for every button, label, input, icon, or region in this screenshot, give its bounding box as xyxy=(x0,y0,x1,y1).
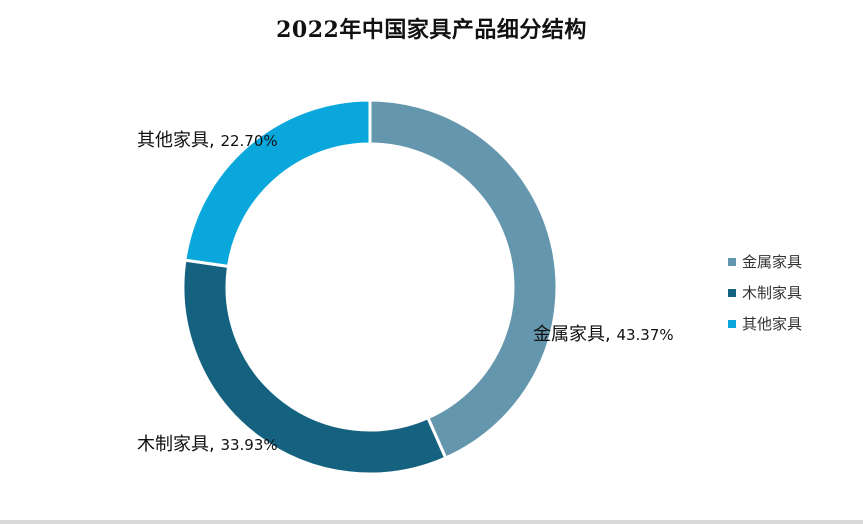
legend-swatch xyxy=(728,319,736,328)
legend-item: 木制家具 xyxy=(728,277,802,308)
data-label: 木制家具, 33.93% xyxy=(137,434,278,455)
legend-item: 其他家具 xyxy=(728,308,802,339)
legend-label: 其他家具 xyxy=(742,315,803,333)
bottom-border xyxy=(0,520,863,524)
legend-label: 木制家具 xyxy=(742,284,803,302)
legend-label: 金属家具 xyxy=(742,253,803,271)
legend: 金属家具 木制家具 其他家具 xyxy=(728,246,802,339)
donut-slice xyxy=(368,98,559,460)
data-label: 其他家具, 22.70% xyxy=(137,130,278,151)
legend-swatch xyxy=(728,288,736,297)
legend-swatch xyxy=(728,257,736,266)
legend-item: 金属家具 xyxy=(728,246,802,277)
data-label: 金属家具, 43.37% xyxy=(533,324,674,345)
chart-title: 2022年中国家具产品细分结构 xyxy=(276,17,587,43)
donut-slice xyxy=(183,98,372,269)
